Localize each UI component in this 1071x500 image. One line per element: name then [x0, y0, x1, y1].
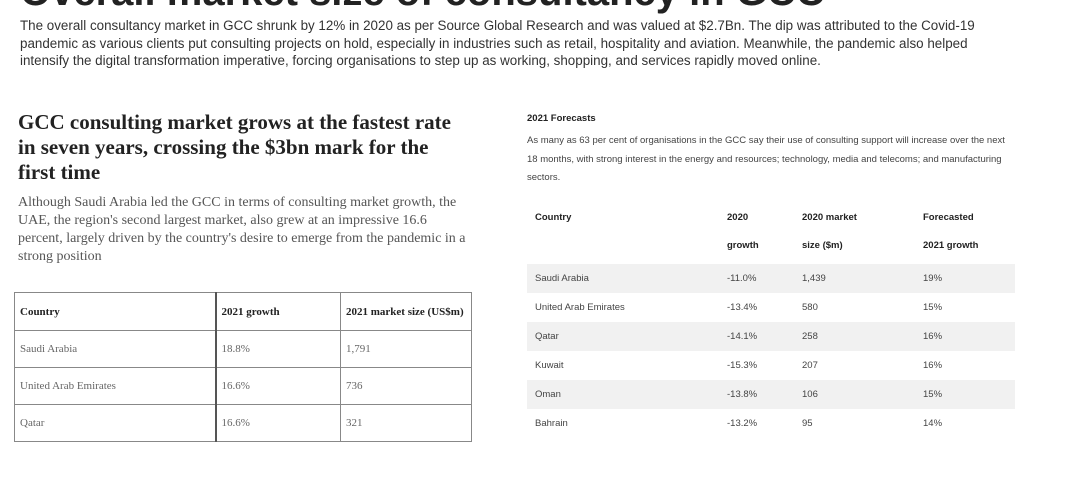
table-cell: 16.6% — [215, 404, 341, 442]
table-cell: 19% — [915, 264, 1015, 293]
table-row: Qatar 16.6% 321 — [14, 404, 472, 442]
column-header: Country — [527, 196, 719, 264]
table-row: United Arab Emirates -13.4% 580 15% — [527, 293, 1015, 322]
table-cell: Saudi Arabia — [14, 330, 217, 368]
column-header: 2021 market size (US$m) — [340, 292, 472, 331]
table-cell: Bahrain — [535, 418, 568, 429]
column-header: Forecasted 2021 growth — [915, 196, 1015, 264]
table-row: Qatar -14.1% 258 16% — [527, 322, 1015, 351]
table-cell: 1,791 — [340, 330, 472, 368]
table-row: Bahrain -13.2% 95 14% — [527, 409, 1015, 438]
column-header-line: Country — [535, 212, 572, 223]
table-cell: Oman — [527, 380, 719, 409]
table-cell: 95 — [802, 418, 813, 429]
table-cell: 16% — [923, 360, 943, 371]
article-headline: GCC consulting market grows at the faste… — [18, 110, 451, 184]
column-header-line: 2020 market — [802, 212, 857, 223]
column-header-line: size ($m) — [802, 240, 843, 251]
column-header-line: 2021 growth — [923, 240, 979, 251]
table-cell: 18.8% — [215, 330, 341, 368]
column-header: Country — [14, 292, 217, 331]
table-cell: 258 — [794, 322, 915, 351]
table-cell: 580 — [802, 302, 818, 313]
column-header-line: growth — [727, 240, 759, 251]
table-cell: 1,439 — [794, 264, 915, 293]
column-header: 2020 market size ($m) — [794, 196, 915, 264]
table-cell: -13.4% — [727, 302, 758, 313]
table-cell: Saudi Arabia — [527, 264, 719, 293]
column-header: 2021 growth — [215, 292, 341, 331]
column-header-line: Forecasted — [923, 212, 974, 223]
forecast-table: Country 2020 growth 2020 market size ($m) For… — [527, 196, 1015, 438]
table-row: Kuwait -15.3% 207 16% — [527, 351, 1015, 380]
section-heading-cut: Overall market size of consultancy in GC… — [20, 0, 825, 15]
table-cell: -15.3% — [727, 360, 758, 371]
table-cell: United Arab Emirates — [14, 367, 217, 405]
table-cell: 15% — [915, 380, 1015, 409]
table-cell: Qatar — [527, 322, 719, 351]
table-cell: -11.0% — [719, 264, 794, 293]
table-cell: 15% — [923, 302, 943, 313]
forecasts-text: As many as 63 per cent of organisations … — [527, 135, 1005, 183]
column-header: 2020 growth — [719, 196, 794, 264]
table-cell: -13.8% — [719, 380, 794, 409]
table-cell: United Arab Emirates — [535, 302, 625, 313]
growth-2021-table: Country 2021 growth 2021 market size (US$m… — [14, 292, 472, 442]
table-cell: Qatar — [14, 404, 217, 442]
article-subtext: Although Saudi Arabia led the GCC in ter… — [18, 195, 466, 264]
forecasts-title: 2021 Forecasts — [527, 113, 596, 124]
table-header-row: Country 2021 growth 2021 market size (US$m… — [14, 292, 472, 331]
table-header-row: Country 2020 growth 2020 market size ($m) For… — [527, 196, 1015, 264]
intro-paragraph: The overall consultancy market in GCC sh… — [20, 18, 975, 68]
table-cell: Kuwait — [535, 360, 564, 371]
table-row: Saudi Arabia 18.8% 1,791 — [14, 330, 472, 368]
table-cell: 207 — [802, 360, 818, 371]
table-row: United Arab Emirates 16.6% 736 — [14, 367, 472, 405]
table-cell: 16% — [915, 322, 1015, 351]
table-cell: 321 — [340, 404, 472, 442]
table-cell: -13.2% — [727, 418, 758, 429]
table-cell: 736 — [340, 367, 472, 405]
column-header-line: 2020 — [727, 212, 749, 223]
table-row: Oman -13.8% 106 15% — [527, 380, 1015, 409]
table-row: Saudi Arabia -11.0% 1,439 19% — [527, 264, 1015, 293]
table-cell: 14% — [923, 418, 943, 429]
table-cell: 16.6% — [215, 367, 341, 405]
table-cell: -14.1% — [719, 322, 794, 351]
table-cell: 106 — [794, 380, 915, 409]
